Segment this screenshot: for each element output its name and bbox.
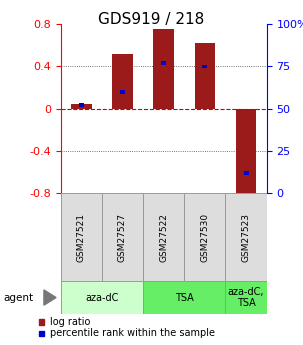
Bar (112, 54, 133, 109)
Bar (71, 105, 92, 109)
Bar (143, 193, 184, 281)
Bar (120, 90, 125, 93)
Text: GDS919 / 218: GDS919 / 218 (98, 12, 205, 27)
Text: GSM27530: GSM27530 (200, 213, 209, 262)
Text: agent: agent (3, 293, 33, 303)
Text: TSA: TSA (175, 293, 194, 303)
Text: GSM27523: GSM27523 (241, 213, 251, 262)
Text: GSM27522: GSM27522 (159, 213, 168, 262)
Text: percentile rank within the sample: percentile rank within the sample (50, 328, 215, 338)
Bar (102, 193, 143, 281)
Bar (184, 193, 225, 281)
Bar (153, 29, 174, 109)
Bar (236, 109, 256, 195)
Bar (225, 193, 267, 281)
Text: GSM27521: GSM27521 (77, 213, 86, 262)
Bar (202, 65, 207, 68)
Text: log ratio: log ratio (50, 317, 91, 327)
Bar (61, 193, 102, 281)
Text: GSM27527: GSM27527 (118, 213, 127, 262)
Bar (161, 61, 166, 65)
Bar (195, 43, 215, 109)
Text: aza-dC: aza-dC (85, 293, 118, 303)
Bar (79, 104, 84, 107)
Bar (244, 171, 248, 175)
Bar (225, 281, 267, 314)
Text: aza-dC,
TSA: aza-dC, TSA (228, 287, 264, 308)
Bar (143, 281, 225, 314)
Bar (61, 281, 143, 314)
